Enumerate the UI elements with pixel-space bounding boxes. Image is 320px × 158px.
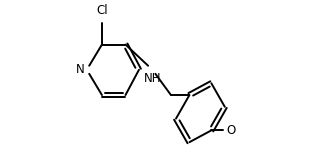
- Text: N: N: [76, 63, 85, 76]
- Text: O: O: [227, 124, 236, 137]
- Text: NH: NH: [144, 72, 161, 85]
- Text: Cl: Cl: [96, 4, 108, 17]
